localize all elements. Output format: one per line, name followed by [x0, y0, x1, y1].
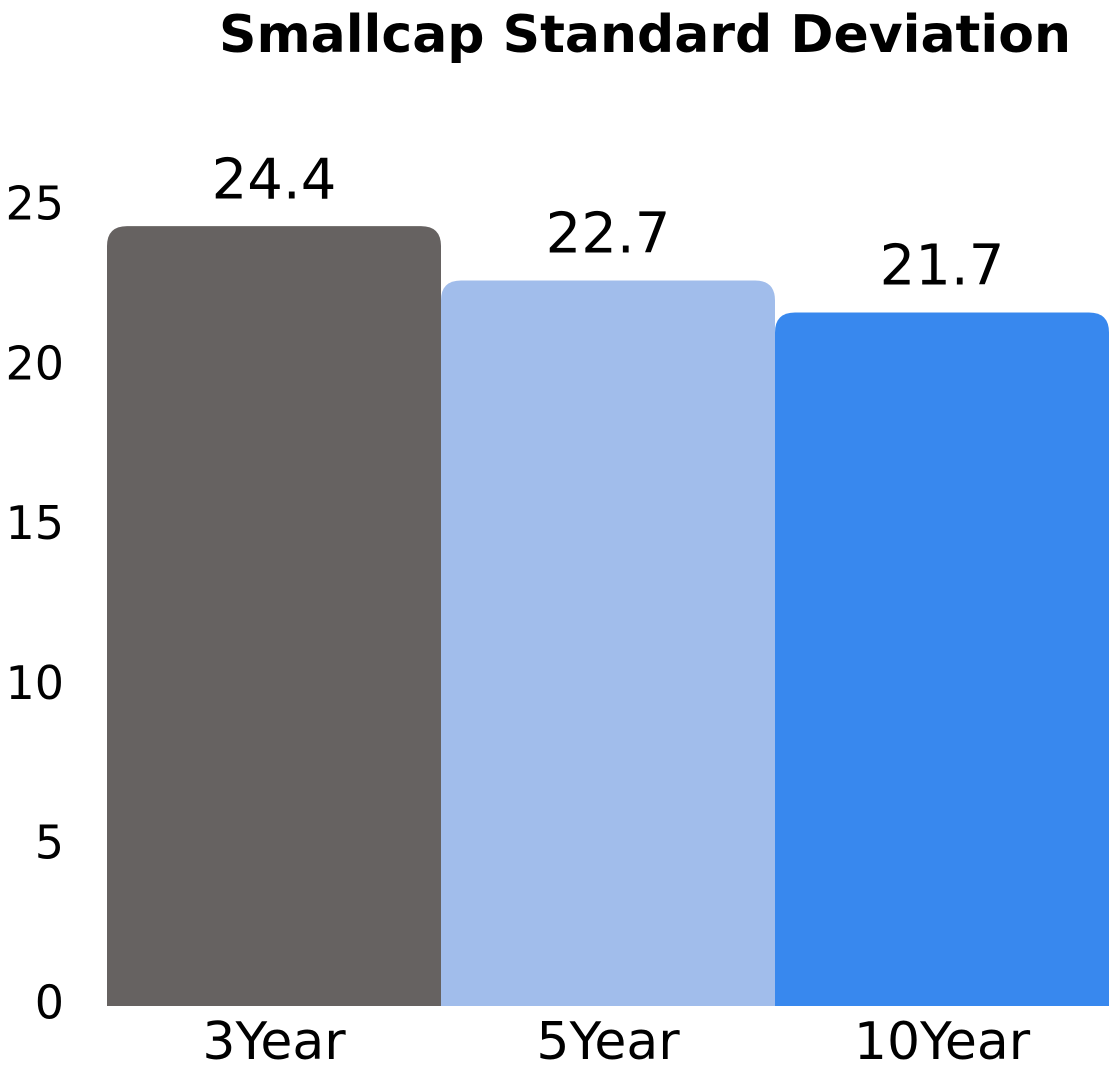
- x-tick-label: 3Year: [202, 1012, 346, 1070]
- y-tick-label: 15: [5, 496, 64, 550]
- bar: [441, 280, 775, 1006]
- value-label: 22.7: [546, 202, 671, 267]
- y-tick-label: 10: [5, 656, 64, 710]
- y-tick-label: 25: [5, 177, 64, 231]
- x-tick-label: 10Year: [854, 1012, 1031, 1070]
- y-tick-label: 5: [35, 816, 64, 870]
- bar: [107, 226, 441, 1006]
- chart-title: Smallcap Standard Deviation: [219, 5, 1071, 65]
- y-tick-label: 20: [5, 336, 64, 390]
- value-label: 21.7: [880, 234, 1005, 299]
- value-label: 24.4: [212, 147, 337, 212]
- x-tick-label: 5Year: [536, 1012, 680, 1070]
- y-tick-label: 0: [35, 976, 64, 1030]
- bar: [775, 312, 1109, 1006]
